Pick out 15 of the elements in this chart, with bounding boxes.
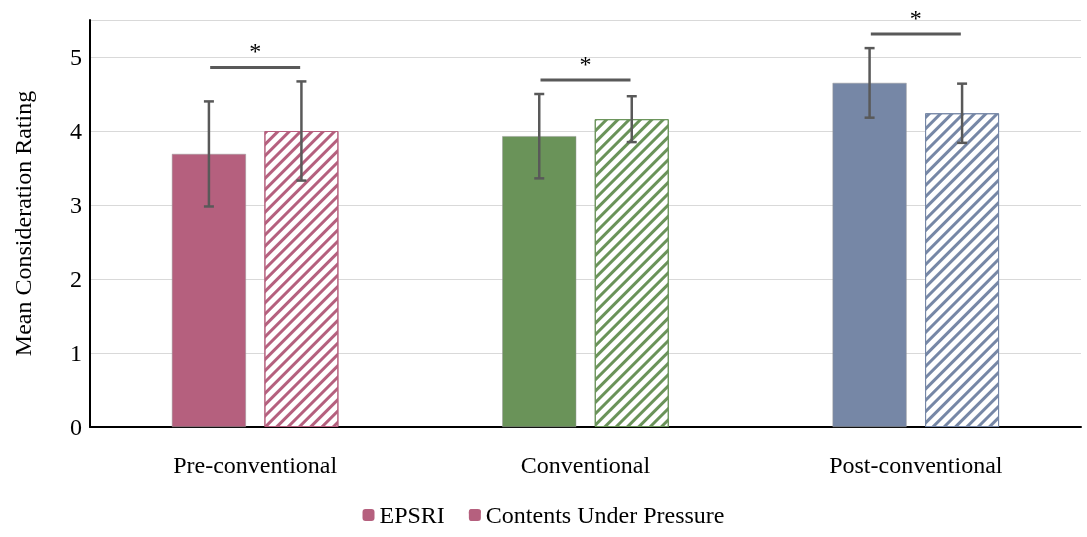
x-tick-label: Post-conventional [829,452,1003,478]
annotation: * [249,38,262,65]
y-tick-label: 5 [70,44,82,70]
legend-label: EPSRI [379,502,445,528]
legend-label: Contents Under Pressure [485,502,725,528]
y-tick-label: 4 [70,118,82,144]
y-tick-label: 0 [70,414,82,440]
annotation: * [579,51,592,77]
y-tick-label: 2 [70,266,82,292]
x-tick-label: Pre-conventional [173,452,338,478]
y-axis-title: Mean Consideration Rating [10,90,36,357]
y-tick-label: 1 [70,340,82,366]
annotation: * [909,5,922,32]
x-tick-label: Conventional [520,452,651,478]
y-tick-label: 3 [70,192,82,218]
